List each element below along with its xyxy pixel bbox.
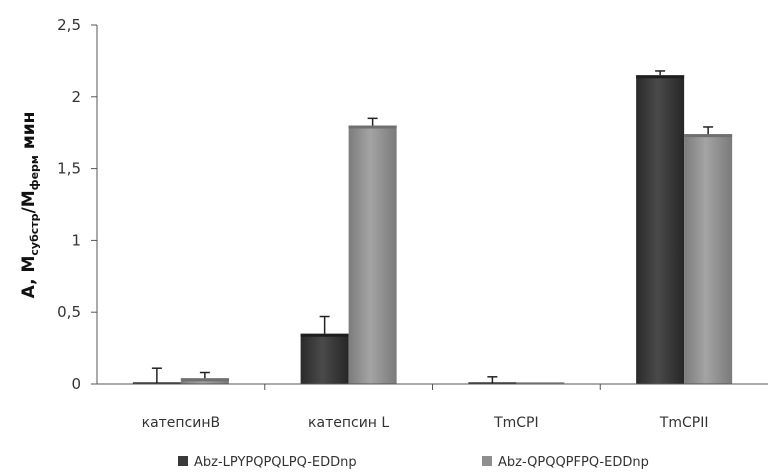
y-axis-label: A, Mсубстр/Mферм мин	[19, 112, 41, 299]
y-tick-label: 0	[71, 375, 81, 393]
y-tick-label: 1,5	[57, 160, 81, 178]
bar	[636, 75, 685, 384]
bar-top-edge	[684, 134, 733, 138]
y-label-tail: мин	[19, 112, 39, 155]
y-tick-label: 2	[71, 88, 81, 106]
bar	[684, 134, 733, 384]
bar-top-edge	[636, 75, 685, 79]
bars-group	[132, 75, 733, 385]
bar	[300, 333, 349, 384]
y-label-sub1: субстр	[28, 213, 41, 255]
bar-top-edge	[180, 378, 229, 382]
y-label-mid: /M	[19, 190, 39, 213]
y-axis: 0 0,5 1 1,5 2 2,5	[57, 16, 98, 393]
legend-swatch	[178, 456, 188, 466]
legend-label: Abz-QPQQPFPQ-EDDnp	[498, 455, 649, 470]
legend: Abz-LPYPQPQLPQ-EDDnp Abz-QPQQPFPQ-EDDnp	[178, 455, 649, 470]
bar-top-edge	[348, 125, 397, 129]
x-tick-label: катепсин L	[308, 415, 389, 431]
y-tick-label: 2,5	[57, 16, 81, 34]
bar-top-edge	[300, 333, 349, 337]
x-tick-label: TmCPI	[493, 415, 539, 431]
legend-label: Abz-LPYPQPQLPQ-EDDnp	[194, 455, 357, 470]
y-tick-label: 1	[71, 231, 81, 249]
y-label-lead: A, M	[19, 256, 39, 299]
x-tick-label: TmCPII	[659, 415, 709, 431]
svg-text:A, Mсубстр/Mферм мин: A, Mсубстр/Mферм мин	[19, 112, 41, 299]
legend-swatch	[482, 456, 492, 466]
x-axis: катепсинВ катепсин L TmCPI TmCPII	[97, 383, 768, 431]
y-label-sub2: ферм	[28, 155, 41, 190]
x-tick-label: катепсинВ	[142, 415, 221, 431]
y-tick-label: 0,5	[57, 303, 81, 321]
bar	[348, 125, 397, 385]
error-bars-group	[151, 70, 714, 384]
